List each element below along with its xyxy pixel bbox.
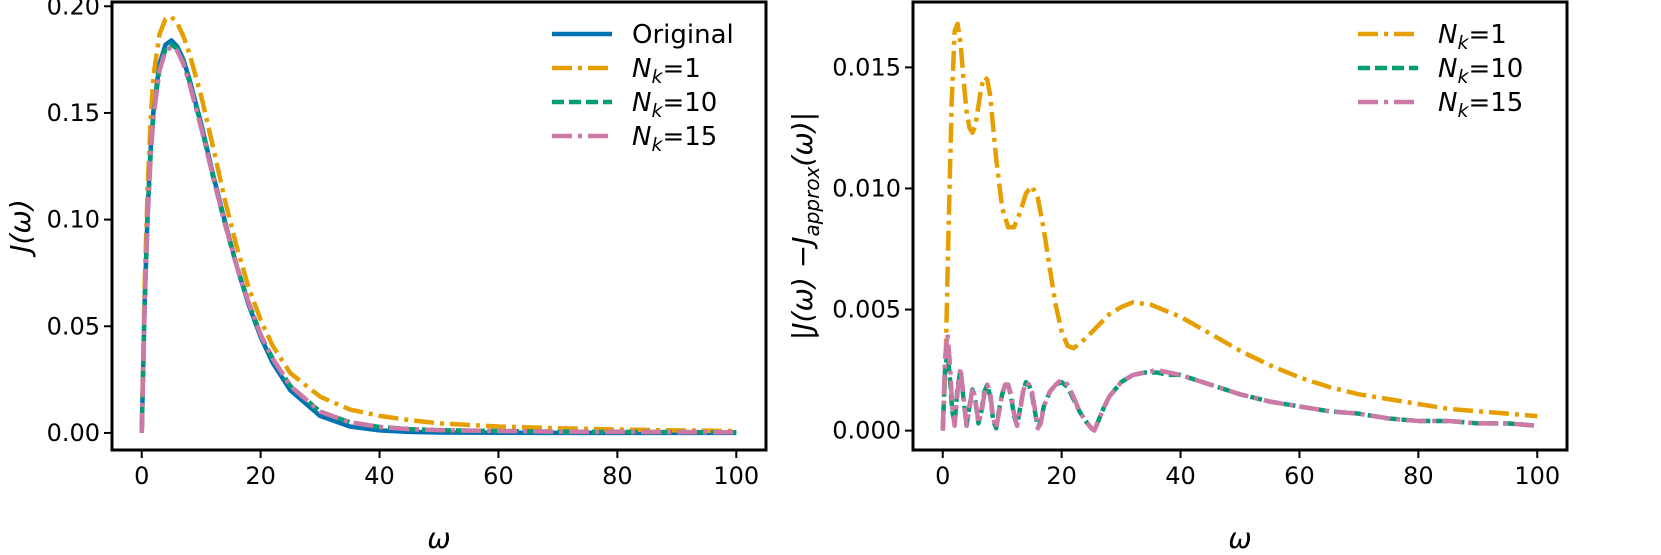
plot-frame: [911, 0, 1569, 452]
x-axis-label: ω: [1228, 522, 1251, 555]
y-tick-label: 0.005: [832, 296, 901, 324]
y-axis-label: |J(ω) −Japprox(ω)|: [786, 112, 824, 340]
x-tick-label: 20: [245, 462, 276, 490]
series-line-1: [139, 14, 737, 434]
series-lines: [940, 21, 1538, 433]
y-tick-label: 0.000: [832, 417, 901, 445]
series-line-2: [940, 331, 1538, 433]
series-line-3: [139, 44, 737, 435]
x-tick-label: 80: [1403, 462, 1434, 490]
x-tick-label: 100: [713, 462, 759, 490]
y-tick-label: 0.05: [47, 312, 100, 340]
y-tick-label: 0.20: [47, 0, 100, 20]
y-tick-label: 0.015: [832, 53, 901, 81]
legend-label: Nk=1: [632, 54, 701, 88]
legend-label: Original: [632, 20, 734, 50]
y-tick-label: 0.15: [47, 99, 100, 127]
x-tick-label: 40: [1165, 462, 1196, 490]
plot-frame: [110, 0, 768, 452]
x-tick-label: 0: [935, 462, 950, 490]
x-tick-label: 60: [483, 462, 514, 490]
legend-label: Nk=15: [1438, 88, 1523, 122]
series-line-0: [940, 21, 1538, 431]
x-tick-label: 80: [602, 462, 633, 490]
x-tick-label: 40: [364, 462, 395, 490]
x-tick-label: 0: [134, 462, 149, 490]
y-axis-label: J(ω): [4, 199, 37, 258]
x-tick-label: 100: [1514, 462, 1560, 490]
y-tick-label: 0.10: [47, 206, 100, 234]
x-tick-label: 60: [1284, 462, 1315, 490]
legend-label: Nk=1: [1438, 20, 1507, 54]
series-lines: [139, 14, 737, 436]
chart-right: 0 20 40 60 80 100 0.000 0.005 0.010 0.015 ω |J(ω) −…: [786, 0, 1569, 555]
legend-label: Nk=10: [1438, 54, 1523, 88]
y-tick-label: 0.010: [832, 174, 901, 202]
legend-label: Nk=15: [632, 122, 717, 156]
chart-left: 0 20 40 60 80 100 0.00 0.05 0.10 0.15 0.20 ω J(ω) Ori…: [4, 0, 768, 555]
x-axis-label: ω: [427, 522, 450, 555]
y-tick-label: 0.00: [47, 419, 100, 447]
x-tick-label: 20: [1046, 462, 1077, 490]
legend-label: Nk=10: [632, 88, 717, 122]
